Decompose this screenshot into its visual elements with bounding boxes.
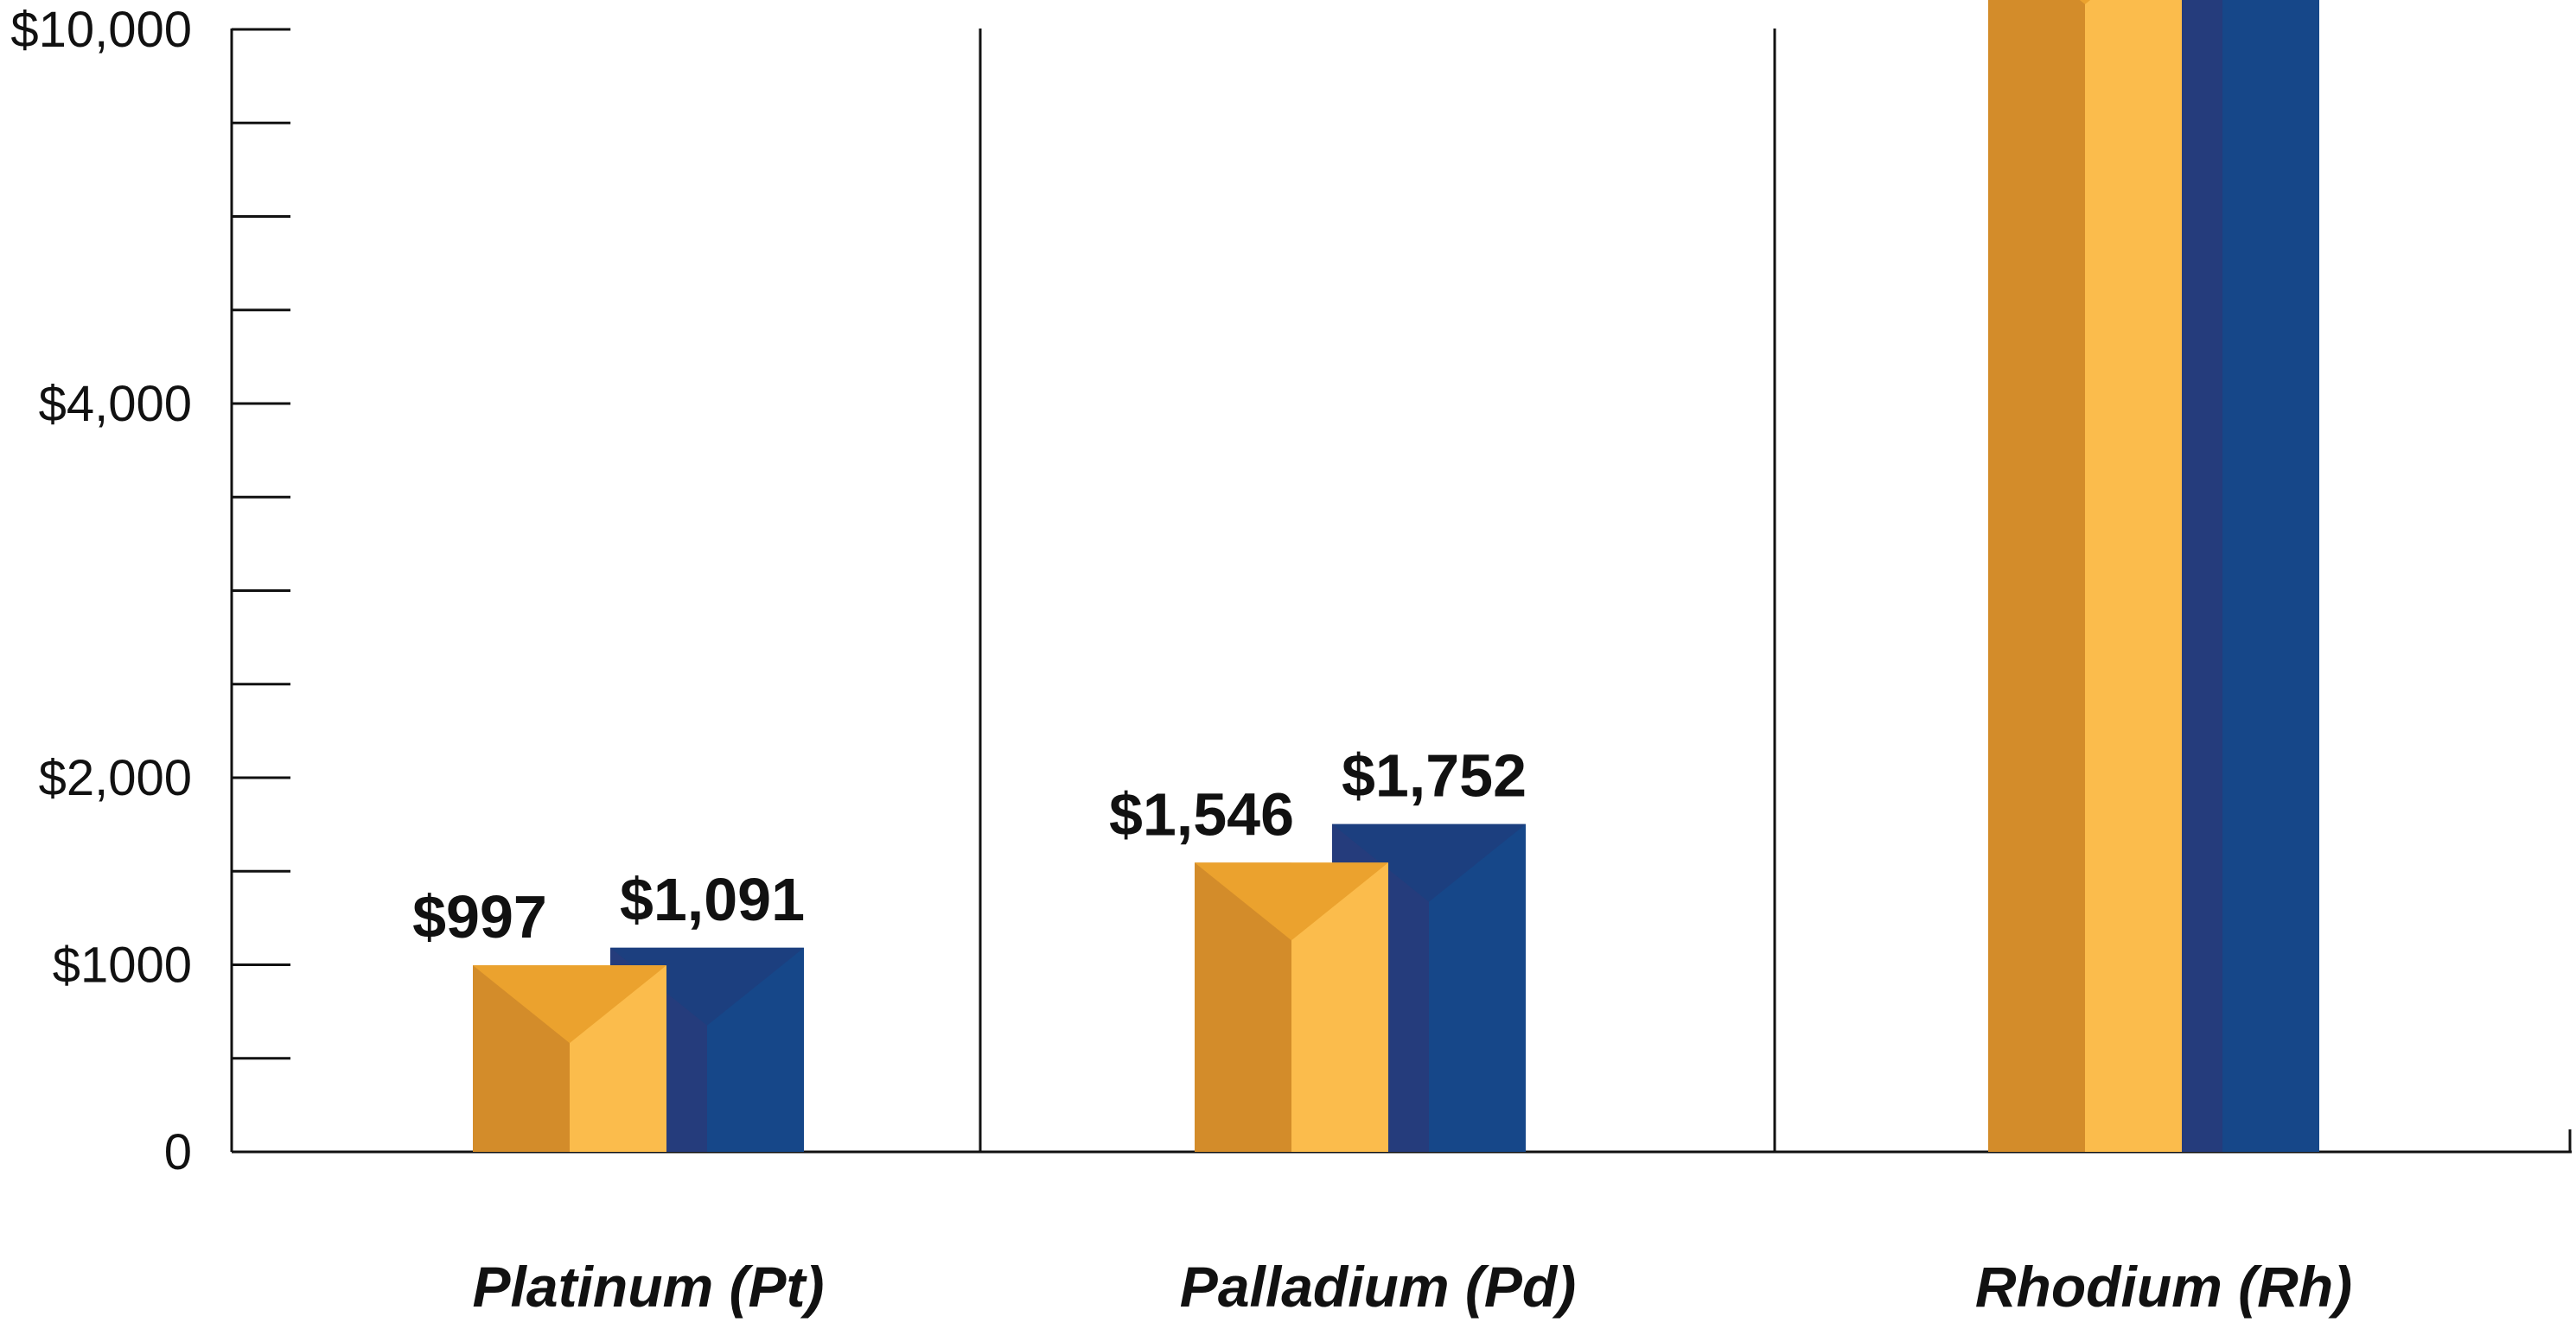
- y-tick-label: 0: [164, 1124, 192, 1180]
- y-tick-label: $1000: [53, 938, 192, 994]
- category-label: Palladium (Pd): [1180, 1255, 1576, 1319]
- bar-face-top: [2079, 0, 2091, 4]
- bars: [473, 0, 2319, 1152]
- bar-face-right: [2085, 0, 2182, 1152]
- bar-series-1: [473, 965, 666, 1152]
- bar-series-1: [1988, 0, 2182, 1152]
- data-label: $997: [412, 883, 547, 951]
- y-tick-label: $4,000: [39, 376, 192, 432]
- bar-series-1: [1195, 862, 1388, 1152]
- bar-face-left: [1988, 0, 2085, 1152]
- bar-face-right: [2222, 0, 2319, 1152]
- data-label: $1,091: [620, 866, 805, 933]
- labels: $997 $1,091 Platinum (Pt) $1,546 $1,752 Palla…: [412, 742, 2352, 1319]
- y-tick-label: $2,000: [39, 750, 192, 806]
- axes: 0$1000$2,000$4,000$10,000$11,000$12,000: [10, 2, 2572, 1180]
- bar-face-top: [1195, 862, 1388, 941]
- data-label: $1,752: [1342, 742, 1527, 810]
- bar-face-top: [1332, 823, 1526, 902]
- category-label: Platinum (Pt): [473, 1255, 825, 1319]
- category-label: Rhodium (Rh): [1975, 1255, 2352, 1319]
- y-tick-label: $10,000: [10, 2, 192, 58]
- data-label: $1,546: [1109, 780, 1294, 848]
- bar-face-top: [473, 965, 666, 1044]
